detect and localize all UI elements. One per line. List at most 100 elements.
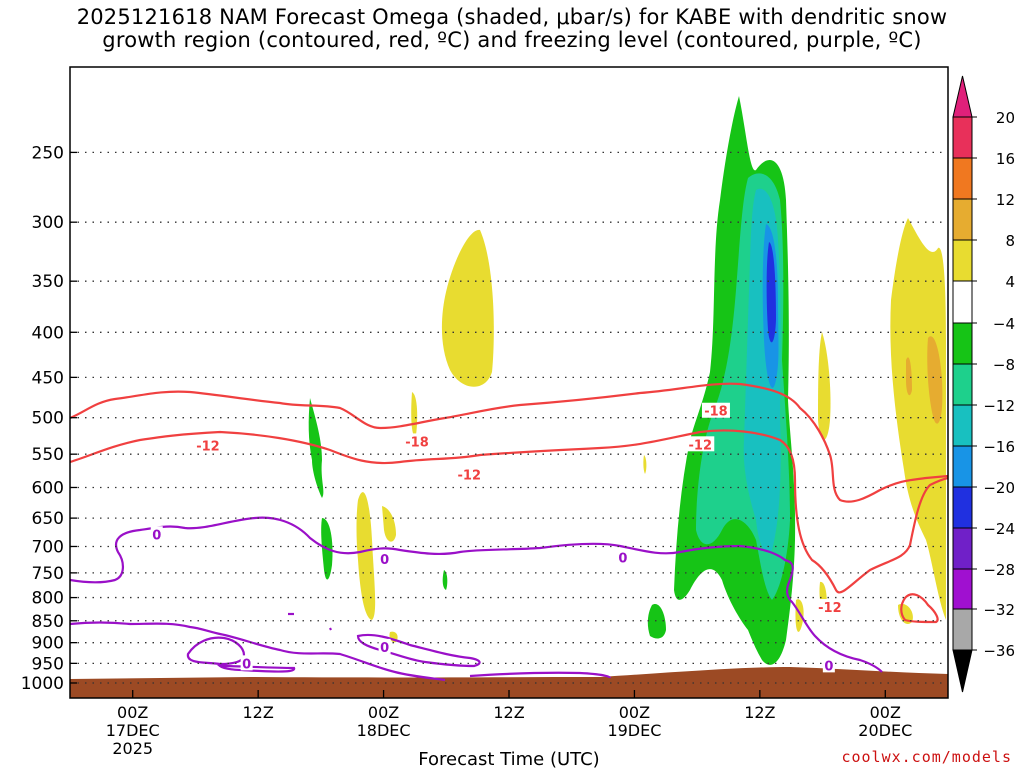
colorbar-swatch [952, 486, 973, 529]
chart-title: 2025121618 NAM Forecast Omega (shaded, μ… [0, 6, 1024, 52]
dgz-contour-label: -18 [704, 405, 728, 420]
freezing-level-contour-0 [329, 627, 332, 631]
colorbar-min-arrow [952, 649, 973, 693]
omega-neg4-area [442, 570, 448, 590]
omega-pos4-area [411, 392, 418, 436]
omega-pos4-area [643, 455, 647, 474]
colorbar-max-arrow [952, 75, 973, 118]
y-tick-label: 900 [32, 634, 64, 654]
colorbar-label: −36 [983, 642, 1015, 660]
x-tick-year-label: 2025 [112, 739, 153, 758]
freezing-level-contour-0 [70, 621, 446, 682]
x-tick-label: 00Z [870, 703, 901, 722]
freezing-contour-label: 0 [152, 528, 161, 543]
omega-pos4-area [795, 599, 804, 632]
y-tick-label: 550 [32, 445, 64, 465]
freezing-contour-label: 0 [380, 553, 389, 568]
freezing-level-contour-0 [70, 516, 883, 673]
freezing-level-contour-0 [186, 636, 246, 666]
colorbar-swatch [952, 198, 973, 241]
y-tick-label: 800 [32, 589, 64, 609]
omega-pos4-area [356, 492, 376, 620]
y-tick-label: 500 [32, 409, 64, 429]
dgz-contour-minus12 [900, 593, 939, 624]
contour-label-bg [686, 436, 715, 452]
site-credit: coolwx.com/models [841, 748, 1012, 766]
colorbar-swatch [952, 280, 973, 324]
colorbar-label: −24 [983, 520, 1015, 538]
contour-label-bg [822, 657, 835, 673]
dgz-contour-label: -12 [458, 469, 482, 484]
colorbar-label: 4 [1005, 273, 1015, 291]
omega-pos4-area [890, 218, 946, 620]
x-tick-label: 00Z [368, 703, 399, 722]
y-tick-label: 850 [32, 612, 64, 632]
freezing-contour-label: 0 [824, 659, 833, 674]
dgz-contour-minus12 [70, 429, 948, 594]
colorbar-swatch [952, 116, 973, 159]
colorbar-label: −28 [983, 561, 1015, 579]
x-tick-date-label: 18DEC [357, 721, 411, 740]
colorbar-swatch [952, 608, 973, 651]
colorbar-label: 16 [996, 150, 1015, 168]
x-axis-label: Forecast Time (UTC) [418, 749, 599, 768]
y-tick-label: 950 [32, 654, 64, 674]
dgz-contour-label: -18 [405, 435, 429, 450]
y-tick-label: 400 [32, 323, 64, 343]
freezing-level-contour-0 [356, 633, 481, 668]
colorbar-swatch [952, 239, 973, 282]
omega-pos8-area [906, 357, 912, 396]
contour-label-bg [701, 402, 730, 418]
y-tick-label: 350 [32, 272, 64, 292]
omega-neg4-area [308, 398, 324, 498]
dgz-contour-label: -12 [196, 440, 220, 455]
x-tick-label: 00Z [619, 703, 650, 722]
y-tick-label: 450 [32, 368, 64, 388]
colorbar-swatch [952, 363, 973, 406]
y-tick-label: 700 [32, 537, 64, 557]
omega-pos4-area [382, 506, 396, 542]
colorbar-label: −4 [993, 315, 1015, 333]
y-tick-label: 300 [32, 213, 64, 233]
colorbar-label: −20 [983, 479, 1015, 497]
omega-neg20-area [766, 242, 776, 343]
x-tick-date-label: 19DEC [607, 721, 661, 740]
x-tick-date-label: 17DEC [106, 721, 160, 740]
contour-label-bg [455, 466, 484, 482]
contour-label-bg [403, 433, 432, 449]
contour-label-bg [150, 526, 163, 542]
y-tick-label: 650 [32, 509, 64, 529]
omega-neg4-area [647, 604, 666, 639]
contour-label-bg [193, 437, 222, 453]
x-tick-date-label: 20DEC [858, 721, 912, 740]
y-tick-label: 250 [32, 143, 64, 163]
contour-label-bg [815, 599, 844, 615]
freezing-contour-label: 0 [380, 641, 389, 656]
colorbar-label: −32 [983, 601, 1015, 619]
omega-pos4-area [818, 332, 831, 440]
contour-label-bg [240, 655, 253, 671]
dgz-contour-minus18 [70, 382, 948, 503]
y-tick-label: 1000 [21, 674, 64, 694]
colorbar-label: 8 [1005, 232, 1015, 250]
x-tick-label: 00Z [117, 703, 148, 722]
dgz-contour-label: -12 [689, 438, 713, 453]
colorbar-label: −8 [993, 356, 1015, 374]
colorbar-swatch [952, 445, 973, 488]
x-tick-label: 12Z [242, 703, 273, 722]
colorbar-label: −16 [983, 438, 1015, 456]
colorbar-label: −12 [983, 397, 1015, 415]
colorbar-swatch [952, 157, 973, 200]
x-tick-label: 12Z [744, 703, 775, 722]
x-tick-label: 12Z [493, 703, 524, 722]
omega-pos4-area [441, 229, 494, 387]
colorbar-swatch [952, 404, 973, 447]
ground-band [70, 667, 948, 698]
colorbar-label: 20 [996, 109, 1015, 127]
contour-label-bg [378, 550, 391, 566]
dgz-contour-label: -12 [818, 601, 842, 616]
freezing-level-contour-0 [216, 664, 296, 673]
colorbar-swatch [952, 527, 973, 570]
colorbar-label: 12 [996, 191, 1015, 209]
